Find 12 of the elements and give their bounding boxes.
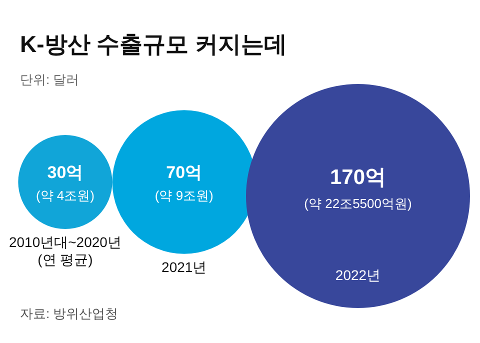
text: 단위: 달러 <box>20 72 80 87</box>
category-label: 2010년대~2020년 (연 평균) <box>8 234 122 268</box>
text: (약 22조5500억원) <box>304 196 412 211</box>
category-label: 2022년 <box>335 267 381 283</box>
data-label: 70억 <box>166 163 202 182</box>
data-label: 30억 <box>47 163 84 182</box>
text: K-방산 수출규모 커지는데 <box>20 31 288 57</box>
text: 자료: 방위산업청 <box>20 306 118 321</box>
data-label: 170억 <box>330 166 386 189</box>
category-label: 2021년 <box>162 258 207 275</box>
text: (약 4조원) <box>36 188 94 203</box>
text: (약 9조원) <box>154 188 214 203</box>
